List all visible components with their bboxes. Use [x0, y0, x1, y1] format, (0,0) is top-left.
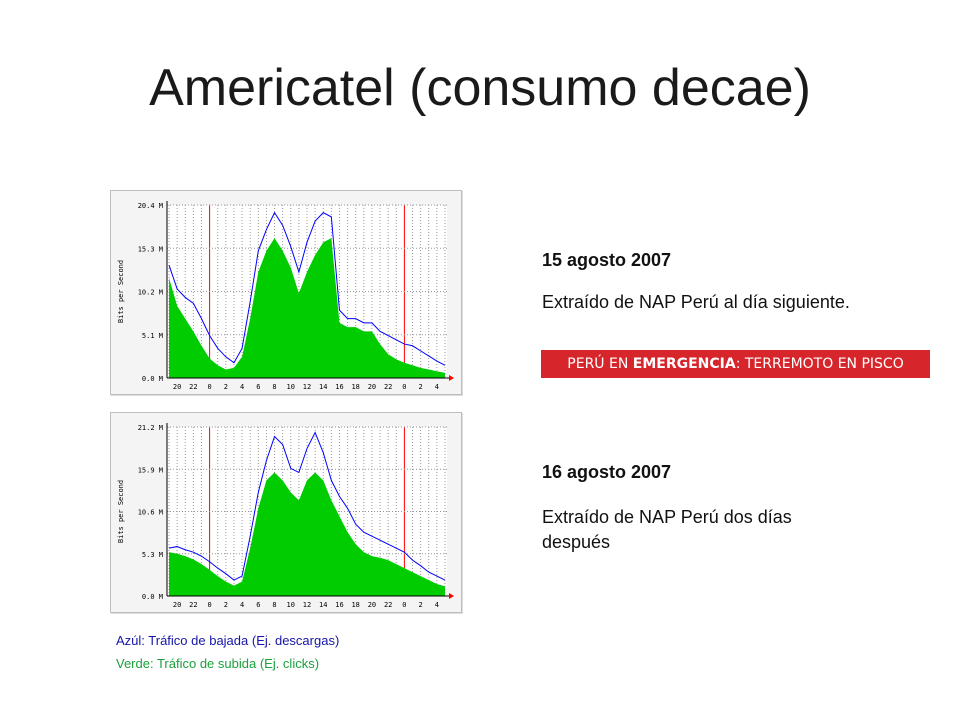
y-tick-label: 15.9 M: [138, 466, 163, 474]
x-tick-label: 20: [368, 383, 376, 391]
entry-date-1: 15 agosto 2007: [542, 250, 672, 270]
x-tick-label: 6: [256, 601, 260, 609]
x-axis-arrow: [449, 593, 454, 599]
x-tick-label: 8: [272, 383, 276, 391]
traffic-chart-aug-16: 0.0 M 5.3 M 10.6 M 15.9 M 21.2 M 20 22 0 2 4 6 8 10 1…: [110, 412, 462, 613]
x-tick-label: 0: [207, 601, 211, 609]
x-tick-label: 0: [207, 383, 211, 391]
x-tick-label: 12: [303, 601, 311, 609]
incoming-traffic-area: [169, 472, 445, 596]
x-tick-label: 4: [435, 601, 439, 609]
x-tick-label: 4: [240, 383, 244, 391]
x-axis-arrow: [449, 375, 454, 381]
x-tick-label: 18: [351, 601, 359, 609]
x-tick-label: 20: [173, 601, 181, 609]
y-axis-label: Bits per Second: [117, 260, 125, 323]
x-tick-label: 2: [419, 601, 423, 609]
slide-title: Americatel (consumo decae): [149, 59, 811, 117]
x-tick-label: 0: [402, 601, 406, 609]
y-tick-label: 5.1 M: [142, 332, 163, 340]
banner-emphasis: EMERGENCIA: [632, 356, 736, 372]
x-tick-label: 14: [319, 383, 327, 391]
x-tick-label: 22: [189, 601, 197, 609]
x-tick-label: 16: [335, 601, 343, 609]
x-tick-label: 20: [173, 383, 181, 391]
x-tick-label: 10: [287, 383, 295, 391]
entry-date-2: 16 agosto 2007: [542, 462, 672, 482]
x-tick-label: 8: [272, 601, 276, 609]
outgoing-traffic-line: [168, 211, 446, 366]
traffic-chart-aug-16-svg: 0.0 M5.3 M10.6 M15.9 M21.2 M20 22 0 2 4 6 8 10 1…: [117, 423, 454, 609]
x-tick-label: 18: [351, 383, 359, 391]
legend-green: Verde: Tráfico de subida (Ej. clicks): [116, 656, 320, 671]
banner-prefix: PERÚ EN: [567, 356, 633, 372]
x-tick-label: 10: [287, 601, 295, 609]
emergency-banner: PERÚ EN EMERGENCIA: TERREMOTO EN PISCO: [541, 350, 930, 378]
x-tick-label: 4: [240, 601, 244, 609]
y-tick-label: 0.0 M: [142, 375, 163, 383]
y-tick-label: 15.3 M: [138, 245, 163, 253]
x-tick-label: 20: [368, 601, 376, 609]
y-tick-label: 0.0 M: [142, 593, 163, 601]
traffic-chart-aug-15-svg: 0.0 M5.1 M10.2 M15.3 M20.4 M20 22 0 2 4 6 8 10 1…: [117, 201, 454, 391]
x-tick-label: 22: [189, 383, 197, 391]
y-tick-label: 21.2 M: [138, 424, 163, 432]
x-tick-label: 4: [435, 383, 439, 391]
legend-blue: Azúl: Tráfico de bajada (Ej. descargas): [116, 633, 340, 648]
x-tick-label: 2: [224, 601, 228, 609]
incoming-traffic-area: [169, 238, 445, 378]
entry-description-1: Extraído de NAP Perú al día siguiente.: [542, 292, 850, 312]
x-tick-label: 6: [256, 383, 260, 391]
y-axis-label: Bits per Second: [117, 480, 125, 543]
y-tick-label: 20.4 M: [138, 202, 163, 210]
outgoing-traffic-line: [168, 431, 446, 581]
y-tick-label: 10.2 M: [138, 289, 163, 297]
x-tick-label: 16: [335, 383, 343, 391]
x-tick-label: 0: [402, 383, 406, 391]
y-tick-label: 5.3 M: [142, 551, 163, 559]
x-tick-label: 2: [224, 383, 228, 391]
x-tick-label: 2: [419, 383, 423, 391]
banner-suffix: : TERREMOTO EN PISCO: [735, 356, 904, 372]
traffic-chart-aug-15: 0.0 M 5.1 M 10.2 M 15.3 M 20.4 M 20 22 0 2 4 6 8 10 1…: [110, 190, 462, 395]
x-tick-label: 14: [319, 601, 327, 609]
x-tick-label: 12: [303, 383, 311, 391]
entry-description-2: Extraído de NAP Perú dos días después: [542, 507, 792, 552]
x-tick-label: 22: [384, 383, 392, 391]
x-tick-label: 22: [384, 601, 392, 609]
y-tick-label: 10.6 M: [138, 509, 163, 517]
